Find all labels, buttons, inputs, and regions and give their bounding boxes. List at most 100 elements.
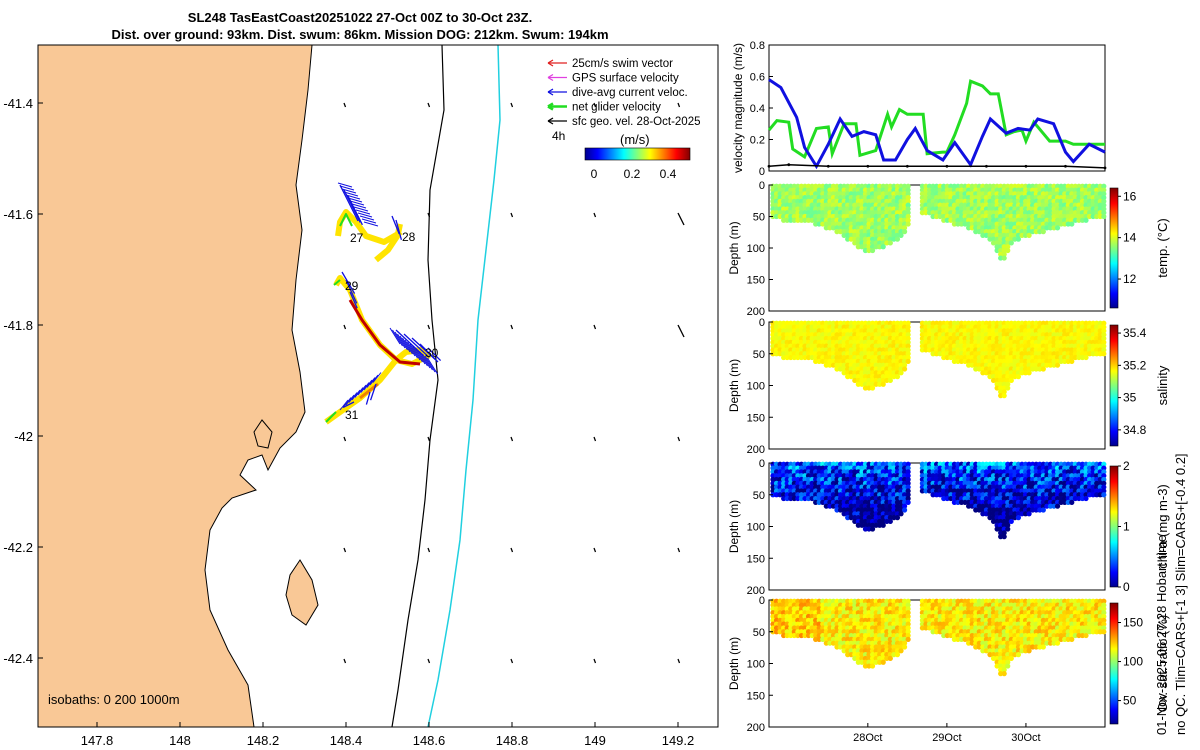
section-point [901,217,908,223]
section-point [944,347,950,353]
section-point [976,632,982,639]
lon-tick-label: 148 [169,733,191,748]
section-point [1083,495,1089,502]
section-point [1012,515,1018,521]
section-point [788,602,794,608]
section-point [784,469,790,475]
section-point [944,598,950,604]
section-point [998,667,1004,673]
section-point [898,351,904,357]
velocity-series-point [1064,164,1067,168]
section-point [1090,469,1096,475]
depth-tick-label: 100 [747,659,765,671]
section-point [891,632,897,639]
section-point [852,613,858,620]
section-point [1047,488,1054,494]
section-point [841,195,847,201]
section-point [1040,229,1046,235]
section-point [948,495,954,502]
section-point [1054,217,1061,223]
section-point [880,652,886,658]
section-point [1001,385,1007,391]
section-point [827,362,833,368]
section-point [962,354,968,361]
section-point [866,183,872,189]
depth-tick-label: 200 [747,306,765,318]
section-point [859,461,865,467]
section-point [905,632,911,639]
section-point [951,629,957,635]
section-point [852,206,858,212]
section-point [990,632,997,639]
section-point [1026,602,1032,608]
section-data-points [770,183,1107,261]
section-point [994,659,1000,665]
section-point [866,385,872,391]
speed-colorbar-tick: 0.2 [624,167,641,181]
section-point [1076,469,1082,475]
section-point [998,610,1004,616]
section-point [809,495,815,502]
section-point [823,358,829,364]
section-point [1054,351,1061,357]
section-point [802,476,808,483]
section-point [873,480,879,486]
section-point [866,503,872,509]
section-point [923,187,929,193]
section-point [852,644,858,650]
section-point [1079,324,1086,330]
section-point [987,236,993,242]
section-point [845,469,851,475]
section-point [866,617,872,623]
section-point [862,244,869,250]
section-point [955,195,961,201]
section-point [1015,625,1022,631]
section-point [987,473,993,479]
section-point [852,484,858,490]
section-point [1101,195,1107,201]
section-point [845,511,851,517]
section-point [877,652,883,658]
section-point [944,191,950,197]
section-point [1072,610,1078,616]
section-point [923,598,929,604]
section-point [777,492,783,498]
section-point [944,625,950,631]
section-point [1019,198,1025,204]
section-point [1019,629,1025,635]
section-point [987,328,993,334]
section-point [990,617,997,623]
depth-axis-label: Depth (m) [727,500,741,553]
section-point [1026,347,1032,353]
section-point [834,366,840,372]
section-point [777,339,783,345]
section-point [805,602,812,608]
section-point [962,473,968,479]
section-point [791,210,797,216]
section-point [1062,206,1068,212]
section-point [983,324,990,330]
section-point [887,332,893,338]
section-point [1072,202,1078,208]
section-point [837,602,844,608]
section-point [1015,335,1022,342]
section-point [798,625,805,631]
section-point [1054,191,1061,197]
section-point [969,621,975,627]
section-point [813,351,819,357]
section-point [855,507,861,513]
section-point [877,621,883,627]
section-point [869,480,876,486]
section-point [1090,187,1096,193]
section-point [1026,636,1032,642]
section-point [866,381,872,387]
section-point [1019,339,1025,345]
section-point [845,495,851,502]
section-point [930,461,936,467]
section-point [1051,191,1057,197]
section-point [862,461,869,467]
section-point [862,480,869,486]
section-point [973,476,979,483]
peninsula [285,559,319,626]
section-point [1086,488,1093,494]
